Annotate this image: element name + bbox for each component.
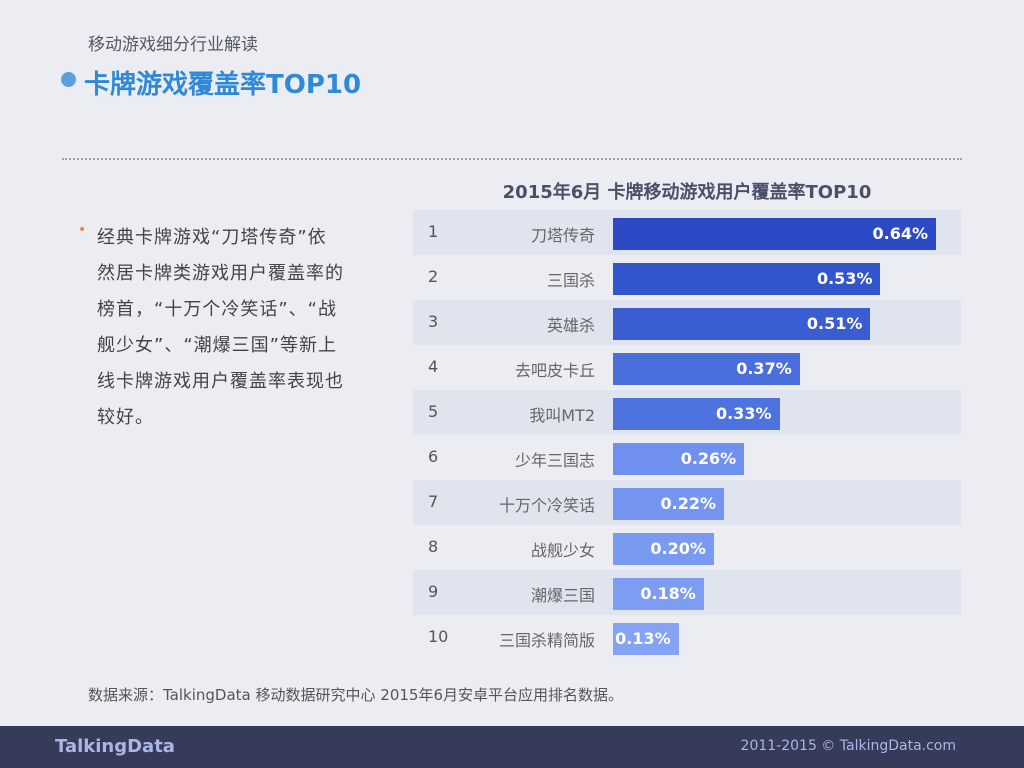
category-label: 刀塔传奇 bbox=[530, 226, 595, 245]
section-subtitle: 移动游戏细分行业解读 bbox=[88, 35, 258, 55]
talkingdata-logo: TalkingData bbox=[55, 736, 175, 757]
category-label: 我叫MT2 bbox=[529, 406, 595, 425]
page-title: 卡牌游戏覆盖率TOP10 bbox=[84, 70, 362, 100]
category-label: 英雄杀 bbox=[546, 316, 595, 335]
rank-label: 9 bbox=[428, 582, 439, 601]
bar: 0.18% bbox=[613, 578, 704, 610]
category-label: 少年三国志 bbox=[514, 451, 595, 470]
value-label: 0.22% bbox=[660, 494, 717, 513]
category-label: 战舰少女 bbox=[530, 541, 595, 560]
value-label: 0.13% bbox=[615, 629, 671, 648]
bullet-icon: • bbox=[78, 222, 87, 238]
bar: 0.22% bbox=[613, 488, 725, 520]
description-text: 经典卡牌游戏“刀塔传奇”依然居卡牌类游戏用户覆盖率的榜首，“十万个冷笑话”、“战… bbox=[97, 227, 344, 428]
dotted-divider bbox=[62, 158, 962, 160]
copyright: 2011-2015 © TalkingData.com bbox=[740, 738, 956, 754]
footer: TalkingData 2011-2015 © TalkingData.com bbox=[0, 726, 1024, 768]
rank-label: 2 bbox=[428, 267, 439, 286]
chart-row: 9 潮爆三国 0.18% bbox=[413, 570, 961, 615]
chart-row: 3 英雄杀 0.51% bbox=[413, 300, 961, 345]
rank-label: 3 bbox=[428, 312, 439, 331]
chart-row: 7 十万个冷笑话 0.22% bbox=[413, 480, 961, 525]
chart-row: 2 三国杀 0.53% bbox=[413, 255, 961, 300]
value-label: 0.64% bbox=[872, 224, 928, 243]
chart-row: 10 三国杀精简版 0.13% bbox=[413, 615, 961, 660]
chart-row: 5 我叫MT2 0.33% bbox=[413, 390, 961, 435]
value-label: 0.53% bbox=[816, 269, 873, 288]
bar: 0.53% bbox=[613, 263, 881, 295]
category-label: 三国杀 bbox=[546, 271, 595, 290]
value-label: 0.51% bbox=[806, 314, 863, 333]
chart-row: 4 去吧皮卡丘 0.37% bbox=[413, 345, 961, 390]
rank-label: 6 bbox=[428, 447, 439, 466]
category-label: 去吧皮卡丘 bbox=[514, 361, 595, 380]
title-bullet-icon bbox=[61, 72, 76, 87]
bar: 0.51% bbox=[613, 308, 871, 340]
value-label: 0.26% bbox=[680, 449, 737, 468]
category-label: 十万个冷笑话 bbox=[498, 496, 595, 515]
category-label: 三国杀精简版 bbox=[498, 631, 595, 650]
rank-label: 5 bbox=[428, 402, 439, 421]
rank-label: 1 bbox=[428, 222, 439, 241]
bar: 0.26% bbox=[613, 443, 745, 475]
chart-row: 8 战舰少女 0.20% bbox=[413, 525, 961, 570]
bar: 0.20% bbox=[613, 533, 714, 565]
value-label: 0.33% bbox=[716, 404, 772, 423]
rank-label: 8 bbox=[428, 537, 439, 556]
bar: 0.64% bbox=[613, 218, 936, 250]
rank-label: 10 bbox=[428, 627, 449, 646]
chart-row: 6 少年三国志 0.26% bbox=[413, 435, 961, 480]
category-label: 潮爆三国 bbox=[530, 586, 595, 605]
chart-row: 1 刀塔传奇 0.64% bbox=[413, 210, 961, 255]
bar: 0.37% bbox=[613, 353, 800, 385]
chart-title: 2015年6月 卡牌移动游戏用户覆盖率TOP10 bbox=[502, 182, 872, 203]
value-label: 0.37% bbox=[736, 359, 792, 378]
rank-label: 4 bbox=[428, 357, 439, 376]
data-source: 数据来源：TalkingData 移动数据研究中心 2015年6月安卓平台应用排… bbox=[88, 686, 623, 704]
value-label: 0.18% bbox=[640, 584, 696, 603]
bar: 0.33% bbox=[613, 398, 780, 430]
value-label: 0.20% bbox=[650, 539, 706, 558]
bar: 0.13% bbox=[613, 623, 679, 655]
rank-label: 7 bbox=[428, 492, 439, 511]
